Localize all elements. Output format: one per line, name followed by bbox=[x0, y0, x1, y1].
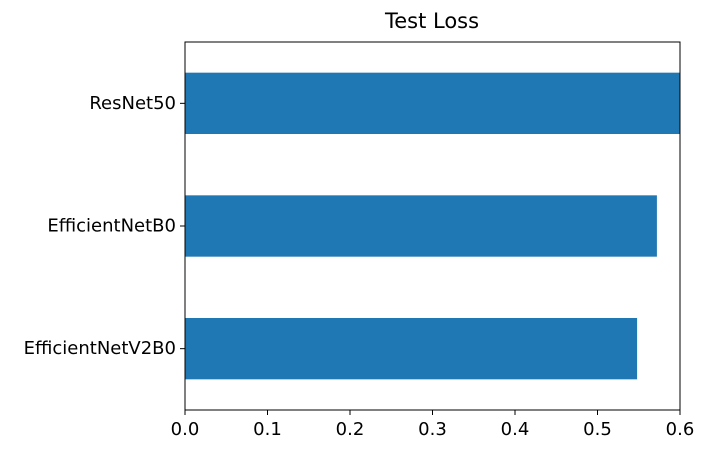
x-tick-label-0: 0.0 bbox=[171, 419, 200, 440]
x-tick-label-6: 0.6 bbox=[666, 419, 695, 440]
x-tick-label-1: 0.1 bbox=[253, 419, 282, 440]
bars-layer bbox=[185, 72, 680, 380]
bar-efficientnetv2b0 bbox=[185, 318, 638, 380]
bar-resnet50 bbox=[185, 72, 680, 134]
x-axis: 0.0 0.1 0.2 0.3 0.4 0.5 0.6 bbox=[171, 410, 695, 440]
y-axis: EfficientNetV2B0 EfficientNetB0 ResNet50 bbox=[24, 93, 185, 359]
y-tick-label-efficientnetv2b0: EfficientNetV2B0 bbox=[24, 338, 176, 359]
y-tick-label-resnet50: ResNet50 bbox=[89, 93, 176, 114]
bar-efficientnetb0 bbox=[185, 195, 657, 257]
x-tick-label-4: 0.4 bbox=[501, 419, 530, 440]
x-tick-label-3: 0.3 bbox=[418, 419, 447, 440]
y-tick-label-efficientnetb0: EfficientNetB0 bbox=[47, 216, 176, 237]
x-tick-label-5: 0.5 bbox=[583, 419, 612, 440]
x-tick-label-2: 0.2 bbox=[336, 419, 365, 440]
chart-title: Test Loss bbox=[384, 9, 479, 33]
